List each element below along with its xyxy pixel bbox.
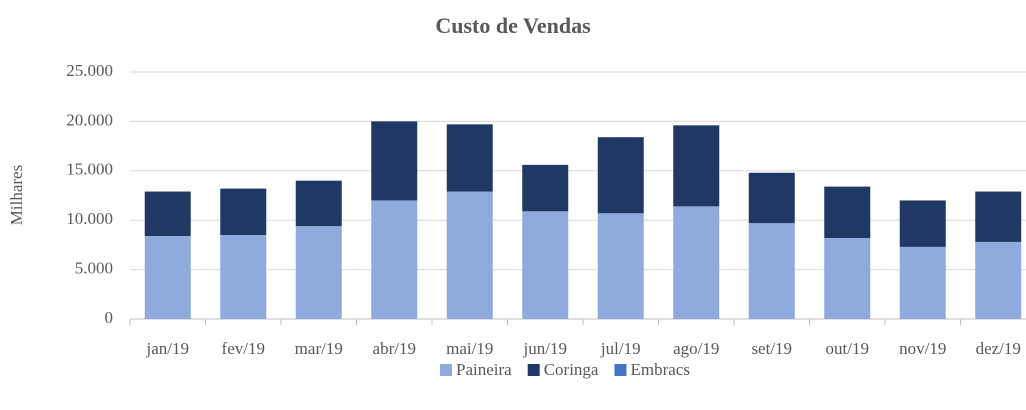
bar (673, 206, 720, 319)
legend-label: Embracs (630, 360, 689, 379)
y-tick-label: 0 (105, 308, 114, 327)
chart-title: Custo de Vendas (435, 13, 591, 38)
legend-label: Paineira (456, 360, 512, 379)
bar (899, 246, 946, 319)
bar (975, 191, 1022, 242)
x-tick-label: jul/19 (600, 339, 641, 358)
bar (748, 172, 795, 224)
x-tick-label: out/19 (826, 339, 869, 358)
bar (220, 235, 267, 319)
x-tick-label: ago/19 (673, 339, 719, 358)
y-tick-label: 10.000 (66, 209, 113, 228)
legend-swatch (614, 364, 627, 376)
x-tick-label: abr/19 (373, 339, 416, 358)
bar (597, 137, 644, 214)
bar (371, 121, 418, 201)
x-tick-label: jun/19 (523, 339, 567, 358)
bar (522, 164, 569, 212)
bar (522, 211, 569, 319)
bar (673, 125, 720, 207)
legend-swatch (527, 364, 540, 376)
legend-label: Coringa (544, 360, 599, 379)
bar (295, 226, 342, 319)
x-tick-label: set/19 (751, 339, 792, 358)
x-tick-label: mai/19 (446, 339, 493, 358)
x-tick-label: nov/19 (899, 339, 946, 358)
y-tick-label: 5.000 (75, 259, 113, 278)
y-tick-label: 15.000 (66, 160, 113, 179)
x-tick-label: fev/19 (222, 339, 265, 358)
x-tick-label: mar/19 (295, 339, 343, 358)
bar (597, 213, 644, 319)
y-axis-title: Milhares (7, 165, 26, 225)
bar (295, 180, 342, 227)
bar (824, 237, 871, 319)
legend-swatch (440, 364, 452, 376)
bar (446, 124, 493, 192)
bar (899, 200, 946, 247)
bar (748, 223, 795, 319)
bar (144, 191, 191, 237)
bar (371, 200, 418, 319)
bar (975, 241, 1022, 319)
bar (824, 186, 871, 238)
x-tick-label: jan/19 (146, 339, 190, 358)
y-tick-label: 25.000 (66, 61, 113, 80)
bar (220, 188, 267, 236)
bar (446, 191, 493, 319)
bar (144, 236, 191, 319)
x-tick-label: dez/19 (976, 339, 1021, 358)
y-tick-label: 20.000 (66, 110, 113, 129)
